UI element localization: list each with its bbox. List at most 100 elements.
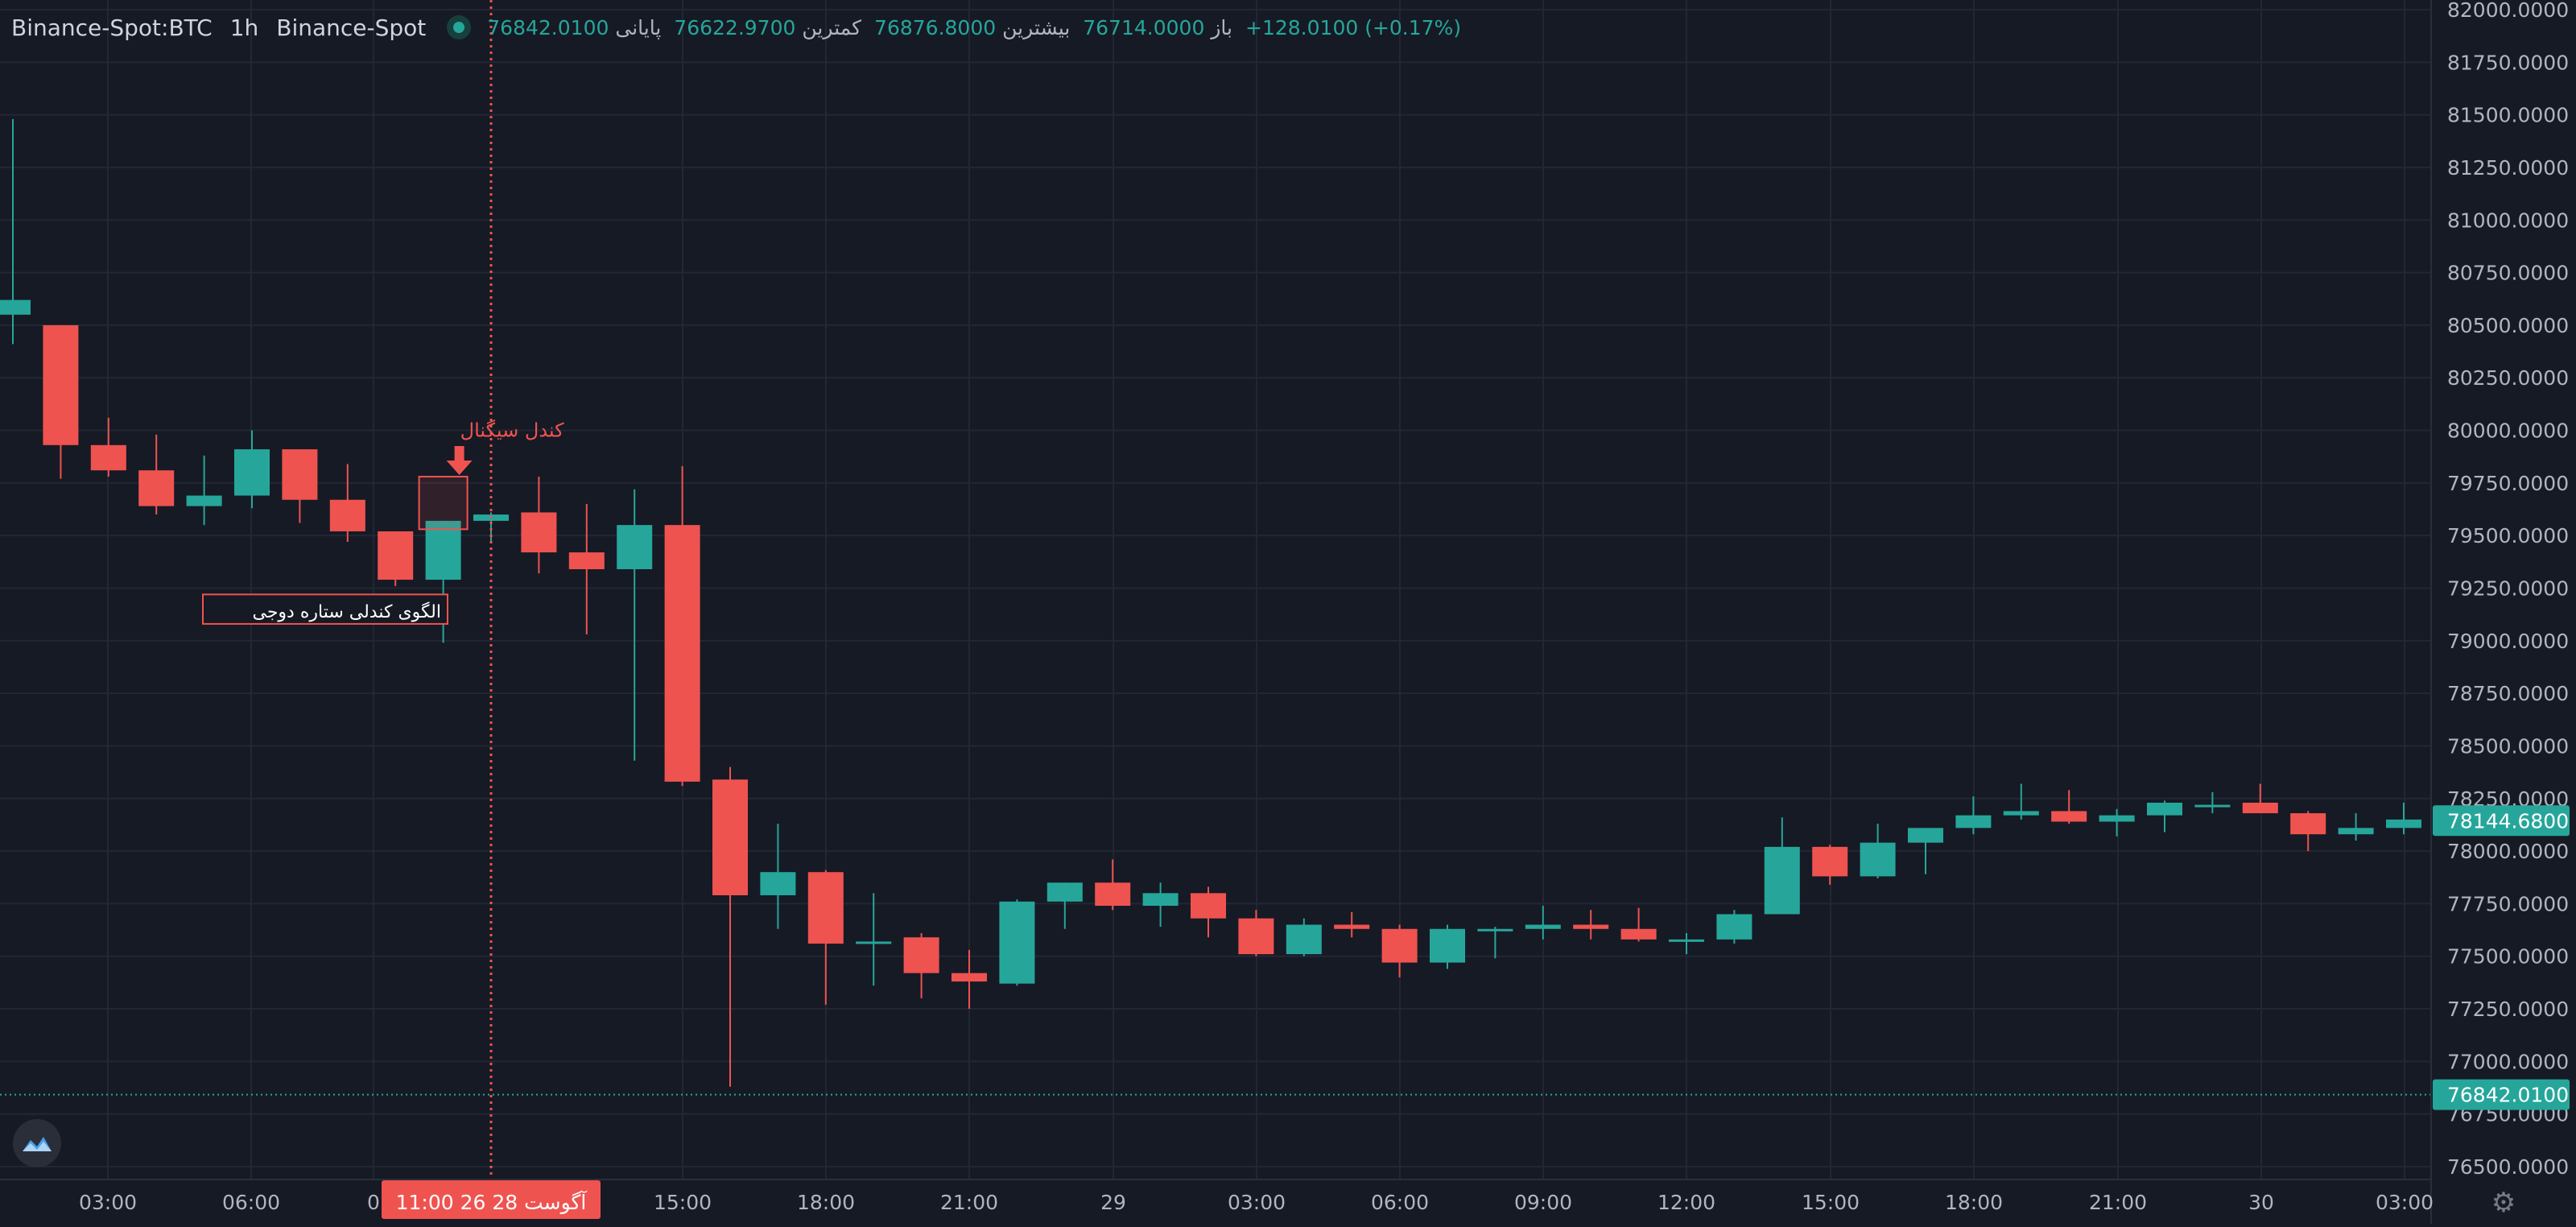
- candle-body: [1812, 846, 1848, 877]
- y-tick-label: 77000.0000: [2447, 1050, 2569, 1073]
- candle[interactable]: [1095, 859, 1131, 911]
- candle[interactable]: [2242, 783, 2278, 814]
- candle-body: [760, 872, 796, 895]
- candle[interactable]: [1620, 907, 1657, 942]
- candle-body: [378, 531, 414, 580]
- crosshair-time-label-background: [382, 1180, 601, 1219]
- candle[interactable]: [712, 766, 748, 1087]
- candle[interactable]: [1573, 910, 1609, 940]
- candle[interactable]: [1142, 882, 1179, 927]
- candle[interactable]: [186, 455, 222, 526]
- y-tick-label: 79500.0000: [2447, 524, 2569, 547]
- y-tick-label: 79000.0000: [2447, 630, 2569, 653]
- candle[interactable]: [1955, 796, 1992, 835]
- candle[interactable]: [617, 489, 653, 761]
- market-status-icon: [447, 15, 472, 39]
- candle[interactable]: [0, 118, 31, 345]
- signal-candle-label: کندل سیگنال: [460, 419, 565, 441]
- candle-body: [807, 872, 844, 944]
- candle[interactable]: [760, 824, 796, 929]
- candle[interactable]: [521, 477, 557, 574]
- candle-body: [1238, 918, 1274, 955]
- y-tick-label: 78500.0000: [2447, 734, 2569, 758]
- time-axis[interactable]: 11:00 26 آگوست 28 03:00 06:00 0 15:00 18:00 2…: [0, 1179, 2434, 1219]
- candle[interactable]: [664, 465, 700, 787]
- candle[interactable]: [1477, 927, 1513, 959]
- chart-logo-icon[interactable]: [13, 1119, 61, 1167]
- interval[interactable]: 1h: [229, 14, 259, 41]
- candle-body: [2386, 819, 2421, 828]
- candle[interactable]: [378, 531, 414, 586]
- candle[interactable]: [2051, 790, 2087, 824]
- candle-body: [90, 444, 126, 471]
- low-value: 76622.9700: [674, 15, 796, 39]
- y-tick-label: 76500.0000: [2447, 1155, 2569, 1179]
- candle[interactable]: [234, 430, 270, 509]
- candle[interactable]: [807, 870, 844, 1005]
- x-tick-label: 29: [1100, 1191, 1126, 1214]
- candle[interactable]: [90, 417, 126, 477]
- candle[interactable]: [2147, 800, 2182, 832]
- close-value: 76842.0100: [487, 15, 609, 39]
- y-tick-label: 77500.0000: [2447, 945, 2569, 969]
- candle[interactable]: [2290, 811, 2326, 852]
- candle-body: [712, 779, 748, 895]
- x-tick-label: 0: [367, 1191, 380, 1214]
- candle[interactable]: [1525, 906, 1561, 940]
- candle-body: [2242, 802, 2278, 814]
- y-tick-label: 81000.0000: [2447, 209, 2569, 232]
- x-tick-label: 06:00: [222, 1191, 280, 1214]
- pattern-label-box: [202, 593, 448, 625]
- candle[interactable]: [2194, 791, 2231, 814]
- candle[interactable]: [2099, 808, 2135, 837]
- candle[interactable]: [568, 503, 605, 634]
- candle[interactable]: [1716, 910, 1752, 944]
- candle-body: [138, 470, 175, 506]
- symbol-name[interactable]: Binance-Spot:BTC: [11, 14, 213, 41]
- ohlc-values: باز76714.0000 بیشترین76876.8000 کمترین76…: [487, 16, 1239, 39]
- x-tick-label: 15:00: [654, 1191, 712, 1214]
- last-price-tag: 78144.6800: [2447, 809, 2569, 832]
- candle[interactable]: [1238, 910, 1274, 956]
- candle[interactable]: [282, 449, 318, 523]
- candle[interactable]: [1046, 882, 1083, 929]
- candle[interactable]: [999, 899, 1035, 986]
- candle[interactable]: [2386, 802, 2421, 835]
- candle-body: [282, 449, 318, 500]
- candle[interactable]: [138, 434, 175, 515]
- candle[interactable]: [1812, 845, 1848, 885]
- candle[interactable]: [1669, 932, 1704, 955]
- candle[interactable]: [1286, 918, 1322, 956]
- current-close-tag-background: [2433, 1079, 2570, 1110]
- candle[interactable]: [903, 932, 939, 998]
- candle-body: [329, 499, 365, 531]
- candle-body: [1669, 939, 1704, 942]
- candle[interactable]: [856, 893, 892, 986]
- price-axis[interactable]: 82000.0000 81750.0000 81500.0000 81250.0000…: [2430, 0, 2576, 1224]
- close-label: پایانی: [615, 15, 662, 39]
- x-tick-label: 03:00: [1228, 1191, 1286, 1214]
- candle[interactable]: [1860, 824, 1896, 879]
- candle-body: [2051, 811, 2087, 822]
- candle-body: [999, 901, 1035, 984]
- candle-body: [856, 941, 892, 944]
- candle[interactable]: [329, 464, 365, 543]
- candle[interactable]: [1430, 924, 1465, 969]
- x-tick-label: 30: [2248, 1191, 2274, 1214]
- candle[interactable]: [952, 949, 987, 1010]
- candle[interactable]: [1334, 911, 1370, 938]
- candles[interactable]: [0, 118, 2421, 1087]
- candle[interactable]: [2338, 813, 2374, 841]
- candle[interactable]: [2003, 783, 2039, 820]
- settings-gear-icon[interactable]: ⚙: [2491, 1187, 2516, 1219]
- candle[interactable]: [1764, 817, 1800, 915]
- candle-body: [1381, 928, 1418, 963]
- candle-body: [2147, 802, 2182, 816]
- candle[interactable]: [1381, 924, 1418, 977]
- candle[interactable]: [43, 324, 79, 479]
- candle[interactable]: [1908, 828, 1943, 874]
- exchange-name: Binance-Spot: [276, 14, 427, 41]
- candle[interactable]: [1191, 886, 1226, 938]
